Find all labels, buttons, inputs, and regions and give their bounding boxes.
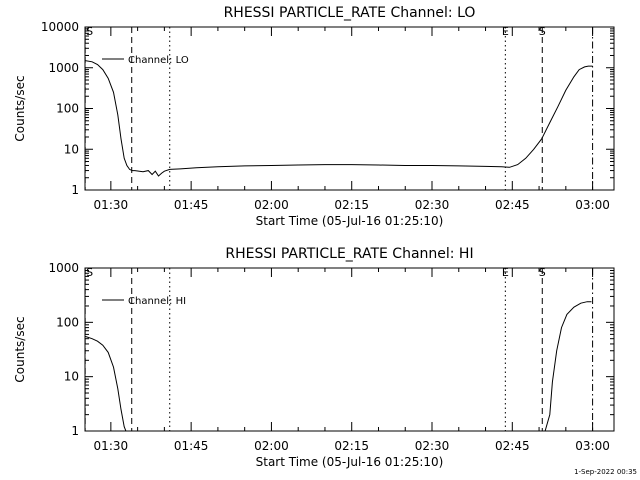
- y-tick-label: 100: [56, 102, 79, 116]
- y-tick-label: 100: [56, 315, 79, 329]
- x-tick-label: 01:45: [174, 198, 209, 212]
- marker-label: E: [502, 266, 509, 279]
- y-tick-label: 1000: [48, 261, 79, 275]
- y-axis-label: Counts/sec: [13, 316, 27, 382]
- y-axis-label: Counts/sec: [13, 75, 27, 141]
- series-line-0: [85, 335, 127, 431]
- y-tick-label: 10000: [41, 20, 79, 34]
- chart-title: RHESSI PARTICLE_RATE Channel: HI: [225, 246, 473, 262]
- x-tick-label: 01:30: [94, 439, 129, 453]
- x-tick-label: 02:00: [254, 198, 289, 212]
- chart-panel-hi: RHESSI PARTICLE_RATE Channel: HI 1 10 100 10…: [13, 246, 615, 469]
- y-tick-label: 1: [71, 424, 79, 438]
- y-tick-label: 1: [71, 183, 79, 197]
- marker-label: S: [86, 25, 93, 38]
- x-tick-label: 02:30: [415, 439, 450, 453]
- y-tick-label: 10: [64, 142, 79, 156]
- plot-frame: [84, 267, 615, 432]
- x-tick-label: 03:00: [575, 198, 610, 212]
- legend-label: Channel: HI: [128, 296, 186, 307]
- marker-label: E: [502, 25, 509, 38]
- marker-label: S: [539, 266, 546, 279]
- x-tick-label: 02:00: [254, 439, 289, 453]
- y-tick-label: 1000: [48, 61, 79, 75]
- x-tick-label: 01:45: [174, 439, 209, 453]
- series-line-1: [544, 301, 592, 431]
- x-tick-label: 02:30: [415, 198, 450, 212]
- x-axis-label: Start Time (05-Jul-16 01:25:10): [256, 455, 444, 469]
- x-tick-label: 02:15: [334, 439, 369, 453]
- y-tick-label: 10: [64, 370, 79, 384]
- x-tick-label: 01:30: [94, 198, 129, 212]
- x-tick-label: 02:45: [495, 198, 530, 212]
- chart-title: RHESSI PARTICLE_RATE Channel: LO: [224, 5, 476, 21]
- x-axis-label: Start Time (05-Jul-16 01:25:10): [256, 214, 444, 228]
- x-tick-label: 02:45: [495, 439, 530, 453]
- x-tick-label: 03:00: [575, 439, 610, 453]
- series-line-0: [85, 60, 593, 177]
- marker-label: S: [539, 25, 546, 38]
- legend-label: Channel: LO: [128, 55, 189, 66]
- footer-timestamp: 1-Sep-2022 00:35: [574, 468, 637, 476]
- x-tick-label: 02:15: [334, 198, 369, 212]
- marker-label: S: [86, 266, 93, 279]
- chart-panel-lo: RHESSI PARTICLE_RATE Channel: LO 1 10 100 10…: [13, 5, 615, 228]
- plot-frame: [84, 26, 615, 191]
